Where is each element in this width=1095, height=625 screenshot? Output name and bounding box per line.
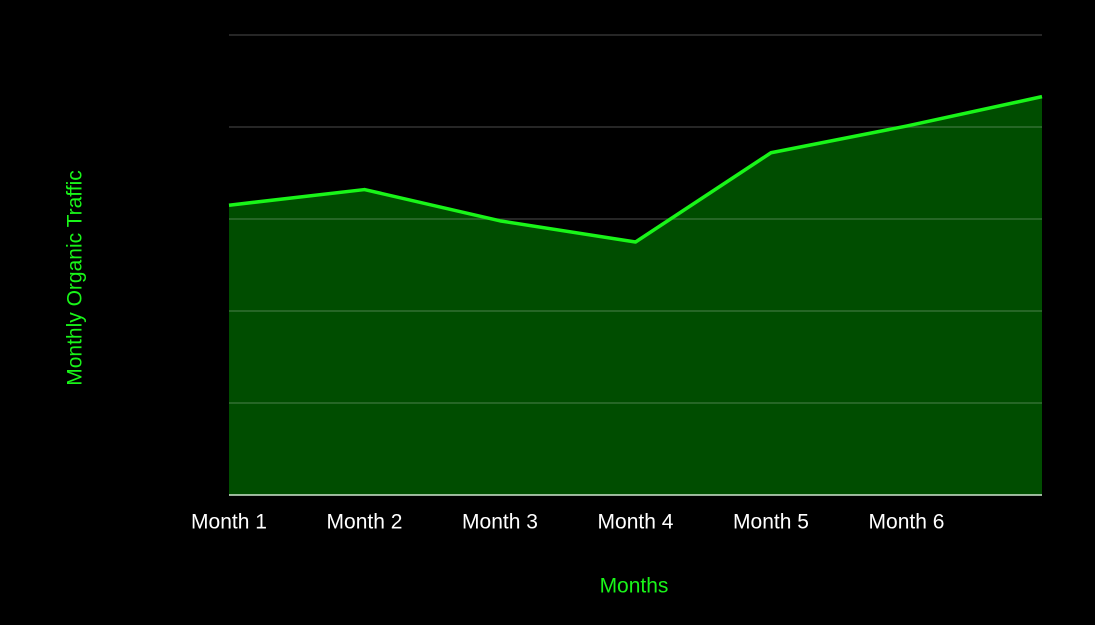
x-tick-label: Month 2: [327, 511, 403, 534]
x-tick-label: Month 1: [191, 511, 267, 534]
x-tick-label: Month 6: [869, 511, 945, 534]
x-tick-label: Month 3: [462, 511, 538, 534]
y-axis-label: Monthly Organic Traffic: [64, 170, 87, 386]
x-tick-label: Month 4: [598, 511, 674, 534]
area: [229, 96, 1042, 495]
x-axis-label: Months: [600, 575, 669, 598]
line: [228, 94, 1043, 244]
x-tick-label: Month 5: [733, 511, 809, 534]
